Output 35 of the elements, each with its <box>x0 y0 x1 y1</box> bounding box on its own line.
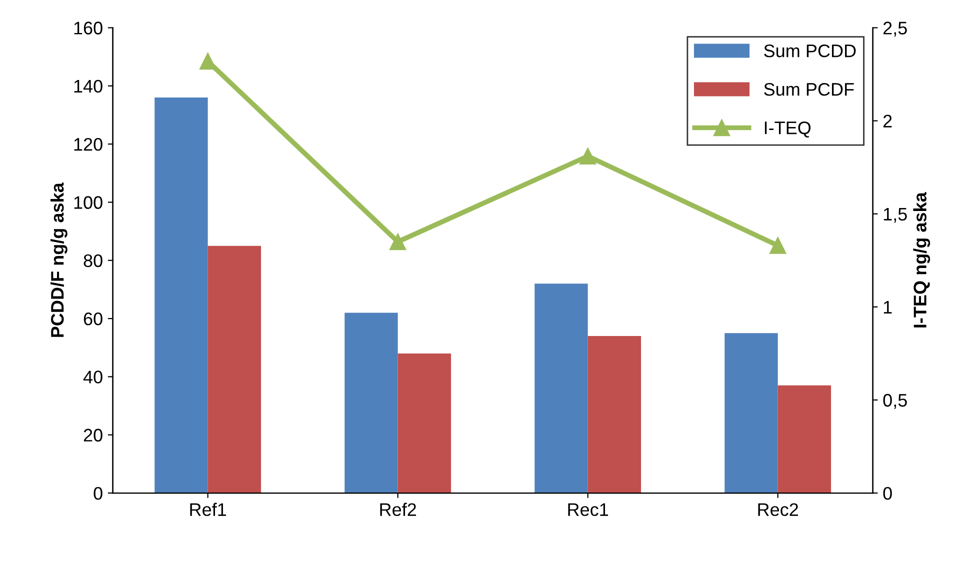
legend-label: I-TEQ <box>764 121 811 138</box>
y-axis-title: PCDD/F ng/g aska <box>50 182 68 337</box>
y-tick-label: 60 <box>84 312 102 326</box>
bar <box>398 353 452 494</box>
y-tick-label: 120 <box>74 138 102 151</box>
y-tick-label: 40 <box>83 370 102 384</box>
point <box>579 148 596 164</box>
y2-tick-label: 0 <box>883 486 892 500</box>
point <box>769 237 786 254</box>
bar <box>154 98 208 494</box>
legend-label: Sum PCDF <box>764 82 854 96</box>
y2-axis-title: I-TEQ ng/g aska <box>913 192 930 328</box>
bar <box>534 284 588 494</box>
bar <box>208 246 262 494</box>
point <box>389 233 406 250</box>
y2-tick-label: 2,5 <box>883 22 907 37</box>
y-tick-label: 160 <box>74 22 102 34</box>
legend-label: Sum PCDD <box>764 44 856 58</box>
y2-tick-label: 0,5 <box>883 394 907 409</box>
y-tick-label: 100 <box>74 196 102 209</box>
y2-tick-label: 2 <box>883 114 892 128</box>
x-tick-label: Ref1 <box>190 502 226 516</box>
y-tick-label: 140 <box>74 80 102 93</box>
y-tick-label: 80 <box>84 254 102 268</box>
bar <box>778 385 832 494</box>
bar <box>588 336 642 494</box>
bar <box>724 333 778 494</box>
x-tick-label: Rec1 <box>568 503 608 516</box>
x-tick-label: Rec2 <box>758 503 798 516</box>
y2-tick-label: 1,5 <box>884 208 907 223</box>
bar <box>344 312 398 494</box>
y-tick-label: 0 <box>94 486 102 500</box>
x-tick-label: Ref2 <box>380 502 416 516</box>
y2-tick-label: 1 <box>884 301 892 314</box>
y-tick-label: 20 <box>84 428 102 442</box>
